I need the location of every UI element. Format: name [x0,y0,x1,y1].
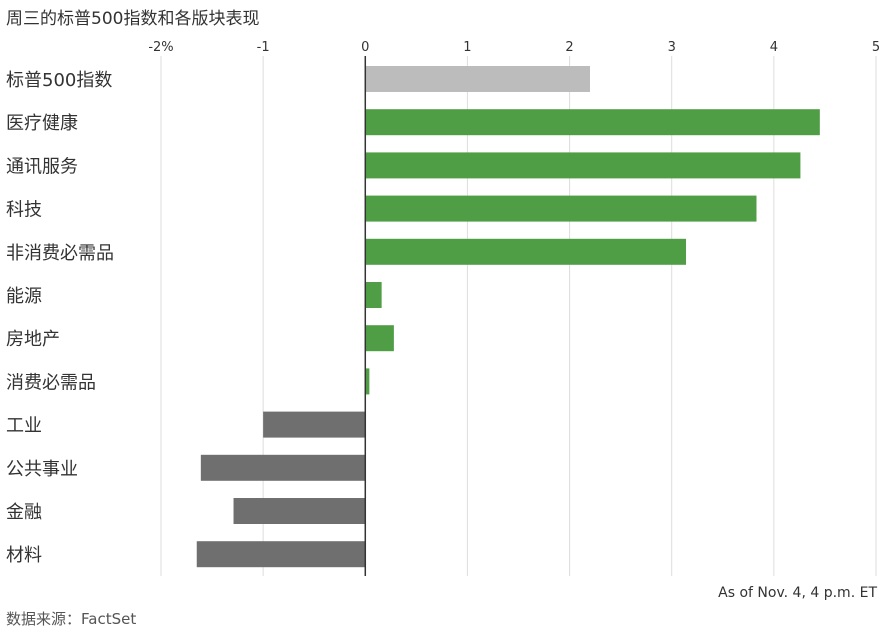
bar [196,541,366,568]
bar [365,238,687,265]
chart-title: 周三的标普500指数和各版块表现 [6,9,260,29]
bar [365,109,820,136]
bar [365,66,590,92]
category-label: 房地产 [6,329,60,350]
category-label: 金融 [6,502,42,523]
category-label: 标普500指数 [6,70,112,91]
category-label: 消费必需品 [6,372,96,393]
category-label: 非消费必需品 [6,243,114,264]
bar [365,195,757,222]
source-note: 数据来源：FactSet [6,610,137,628]
bar [365,368,370,395]
category-label: 材料 [6,545,42,566]
x-tick-label: 3 [668,40,676,55]
category-label: 医疗健康 [6,113,78,134]
bar [200,454,366,481]
timestamp-note: As of Nov. 4, 4 p.m. ET [718,585,877,601]
x-tick-label: 1 [463,40,471,55]
x-tick-label: -1 [257,40,270,55]
x-tick-label: 5 [872,40,880,55]
bar [365,152,801,179]
bar [233,498,366,524]
x-tick-label: 4 [770,40,778,55]
x-tick-label: -2% [148,40,173,55]
category-label: 工业 [6,416,42,437]
category-label: 通讯服务 [6,156,78,177]
grid-lines [160,56,877,576]
bar [365,282,382,308]
category-labels: 标普500指数医疗健康通讯服务科技非消费必需品能源房地产消费必需品工业公共事业金… [6,70,114,566]
category-label: 能源 [6,286,42,307]
x-tick-labels: -2% -1 0 1 2 3 4 5 [148,40,880,55]
bar [365,325,394,352]
bars [196,66,820,568]
category-label: 公共事业 [6,459,78,480]
x-tick-label: 2 [565,40,573,55]
bar [263,411,366,438]
category-label: 科技 [6,200,42,221]
x-tick-label: 0 [361,40,369,55]
